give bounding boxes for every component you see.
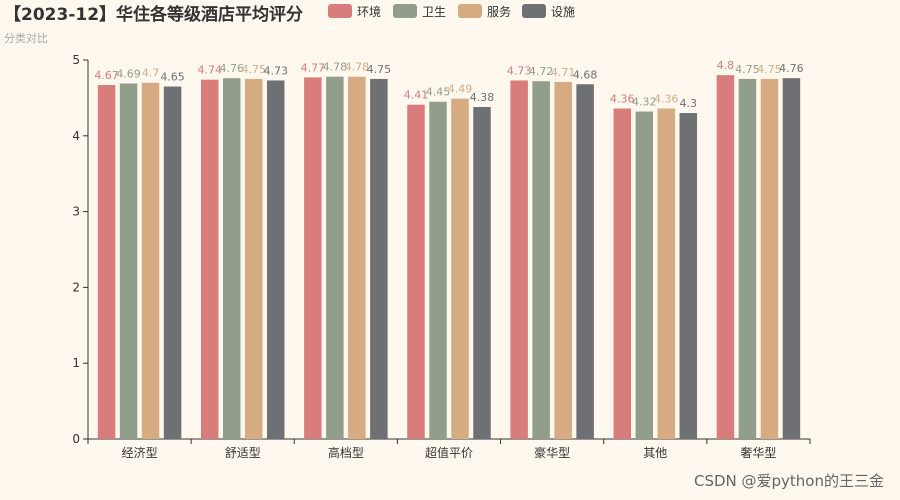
bar-value-label: 4.73 xyxy=(263,64,288,77)
legend-label: 卫生 xyxy=(422,5,446,19)
chart-subtitle: 分类对比 xyxy=(4,31,48,45)
y-tick-label: 3 xyxy=(72,205,80,219)
bar[interactable] xyxy=(716,75,735,439)
legend-item[interactable]: 设施 xyxy=(522,4,575,19)
bar-value-label: 4.38 xyxy=(470,91,495,104)
bar[interactable] xyxy=(451,98,469,440)
bar[interactable] xyxy=(613,108,632,440)
bar[interactable] xyxy=(657,108,676,440)
bar[interactable] xyxy=(266,80,285,439)
x-category-label: 舒适型 xyxy=(225,446,261,460)
bar-value-label: 4.72 xyxy=(529,65,554,78)
bar-value-label: 4.76 xyxy=(219,62,244,75)
y-tick-label: 5 xyxy=(72,53,80,67)
x-category-label: 豪华型 xyxy=(534,445,570,460)
bar-value-label: 4.74 xyxy=(197,64,222,77)
bar[interactable] xyxy=(407,104,425,440)
bar[interactable] xyxy=(326,76,344,440)
bar-value-label: 4.75 xyxy=(367,63,392,76)
legend[interactable]: 环境 卫生 服务 设施 xyxy=(328,4,575,19)
bar[interactable] xyxy=(97,85,116,439)
legend-label: 环境 xyxy=(357,4,381,19)
y-tick-label: 0 xyxy=(72,432,80,446)
bar[interactable] xyxy=(510,80,528,439)
legend-item[interactable]: 卫生 xyxy=(393,4,446,19)
bar-value-label: 4.68 xyxy=(573,68,598,81)
bar-value-label: 4.36 xyxy=(610,93,635,106)
bar-value-label: 4.75 xyxy=(757,63,782,76)
bar[interactable] xyxy=(576,84,594,440)
bar[interactable] xyxy=(473,106,491,439)
bar-value-label: 4.75 xyxy=(735,63,760,76)
bar[interactable] xyxy=(782,78,801,439)
bars xyxy=(97,75,801,440)
bar[interactable] xyxy=(222,78,241,439)
bar-value-label: 4.76 xyxy=(779,62,804,75)
legend-swatch xyxy=(328,4,352,18)
bar-value-label: 4.8 xyxy=(717,59,735,72)
legend-item[interactable]: 服务 xyxy=(458,4,511,19)
bar[interactable] xyxy=(200,79,219,439)
bar[interactable] xyxy=(304,77,322,440)
bar-value-label: 4.49 xyxy=(448,83,473,96)
legend-label: 设施 xyxy=(551,5,575,19)
bar[interactable] xyxy=(760,78,779,439)
bar-value-label: 4.75 xyxy=(241,63,266,76)
bar-value-label: 4.77 xyxy=(301,61,326,74)
bar-value-label: 4.73 xyxy=(507,64,532,77)
bar[interactable] xyxy=(163,86,182,439)
chart-title: 【2023-12】华住各等级酒店平均评分 xyxy=(4,4,303,25)
bar[interactable] xyxy=(635,111,654,439)
bar-value-label: 4.78 xyxy=(323,61,348,74)
bar-value-label: 4.78 xyxy=(345,61,370,74)
x-category-label: 高档型 xyxy=(328,445,364,460)
bar-value-label: 4.41 xyxy=(404,89,429,102)
bar[interactable] xyxy=(532,81,550,439)
bar[interactable] xyxy=(119,83,138,440)
legend-swatch xyxy=(458,4,482,18)
x-category-label: 超值平价 xyxy=(425,445,473,460)
bar[interactable] xyxy=(554,81,572,440)
bar-value-label: 4.67 xyxy=(94,69,119,82)
legend-label: 服务 xyxy=(487,4,511,19)
bar[interactable] xyxy=(141,82,160,440)
x-category-label: 奢华型 xyxy=(740,446,776,460)
y-tick-label: 2 xyxy=(72,280,80,294)
bar-value-label: 4.71 xyxy=(551,66,576,79)
legend-swatch xyxy=(393,4,417,18)
bar[interactable] xyxy=(679,113,698,439)
value-labels: 4.67 4.74 4.774.414.734.364.84.69 4.76 4.784… xyxy=(94,59,803,110)
bar-value-label: 4.3 xyxy=(680,97,698,110)
bar[interactable] xyxy=(348,76,366,440)
x-category-label: 其他 xyxy=(643,446,667,460)
bar-value-label: 4.36 xyxy=(654,93,679,106)
y-tick-label: 1 xyxy=(72,356,80,370)
bar-value-label: 4.69 xyxy=(116,67,141,80)
y-tick-label: 4 xyxy=(72,129,80,143)
legend-swatch xyxy=(522,4,546,18)
watermark: CSDN @爱python的王三金 xyxy=(694,472,884,490)
x-category-label: 经济型 xyxy=(122,445,158,460)
bar-value-label: 4.32 xyxy=(632,96,657,109)
legend-item[interactable]: 环境 xyxy=(328,4,381,19)
bar-value-label: 4.45 xyxy=(426,86,451,99)
bar[interactable] xyxy=(429,101,447,439)
bar-value-label: 4.65 xyxy=(160,71,185,84)
bar[interactable] xyxy=(244,78,263,439)
bar[interactable] xyxy=(738,78,757,439)
bar-value-label: 4.7 xyxy=(142,67,160,80)
bar[interactable] xyxy=(370,78,388,439)
